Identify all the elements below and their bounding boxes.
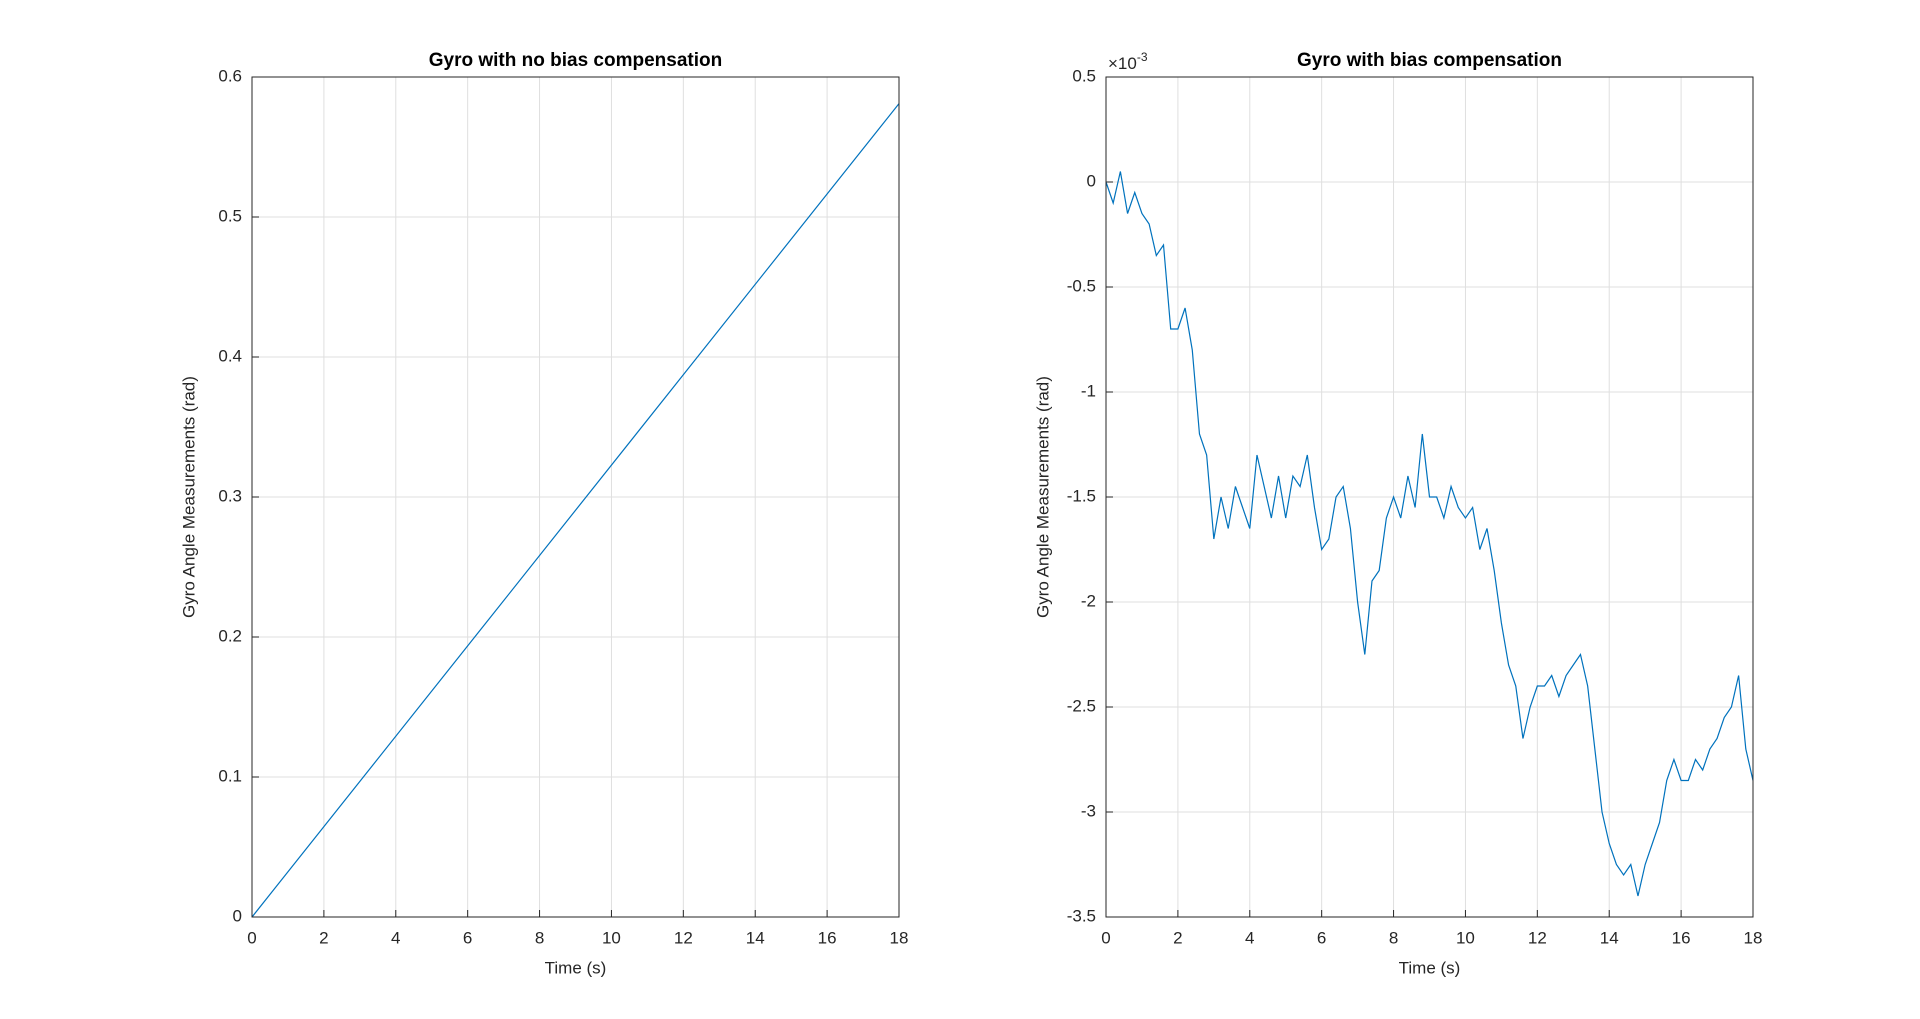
y-tick-label: 0.3 (218, 486, 242, 505)
y-tick-label: -2 (1081, 591, 1096, 610)
exponent-base: ×10 (1108, 54, 1137, 73)
x-tick-label: 8 (1389, 928, 1398, 947)
y-tick-label: -2.5 (1067, 696, 1096, 715)
x-tick-label: 12 (674, 928, 693, 947)
x-tick-label: 8 (535, 928, 544, 947)
y-tick-label: -3.5 (1067, 906, 1096, 925)
x-tick-label: 6 (463, 928, 472, 947)
x-axis-label: Time (s) (1399, 958, 1461, 977)
x-tick-label: 12 (1528, 928, 1547, 947)
y-tick-label: 0.5 (218, 206, 242, 225)
plot-box (251, 76, 900, 918)
y-axis-label: Gyro Angle Measurements (rad) (179, 376, 198, 618)
x-axis-label: Time (s) (545, 958, 607, 977)
x-tick-label: 6 (1317, 928, 1326, 947)
x-tick-label: 4 (1245, 928, 1254, 947)
y-tick-label: -0.5 (1067, 276, 1096, 295)
data-line (1105, 171, 1754, 897)
data-line (251, 103, 900, 918)
y-tick-label: 0.4 (218, 346, 242, 365)
x-tick-label: 18 (1744, 928, 1763, 947)
x-tick-label: 2 (1173, 928, 1182, 947)
y-tick-label: -3 (1081, 801, 1096, 820)
x-tick-label: 18 (890, 928, 909, 947)
x-tick-label: 14 (1600, 928, 1619, 947)
y-tick-label: 0 (1087, 171, 1096, 190)
y-tick-label: -1 (1081, 381, 1096, 400)
chart-title: Gyro with bias compensation (1297, 50, 1562, 71)
x-tick-label: 10 (602, 928, 621, 947)
x-tick-label: 16 (818, 928, 837, 947)
x-tick-label: 16 (1672, 928, 1691, 947)
x-tick-label: 14 (746, 928, 765, 947)
y-tick-label: -1.5 (1067, 486, 1096, 505)
chart-title: Gyro with no bias compensation (429, 50, 722, 71)
y-tick-label: 0.1 (218, 766, 242, 785)
x-tick-label: 4 (391, 928, 400, 947)
y-tick-label: 0.2 (218, 626, 242, 645)
x-tick-label: 10 (1456, 928, 1475, 947)
y-exponent-label: ×10-3 (1108, 50, 1148, 73)
y-tick-label: 0 (233, 906, 242, 925)
exponent-power: -3 (1137, 50, 1148, 64)
y-tick-label: 0.5 (1072, 66, 1096, 85)
y-tick-label: 0.6 (218, 66, 242, 85)
y-axis-label: Gyro Angle Measurements (rad) (1033, 376, 1052, 618)
plot-box (1105, 76, 1754, 918)
x-tick-label: 0 (247, 928, 256, 947)
x-tick-label: 2 (319, 928, 328, 947)
x-tick-label: 0 (1101, 928, 1110, 947)
